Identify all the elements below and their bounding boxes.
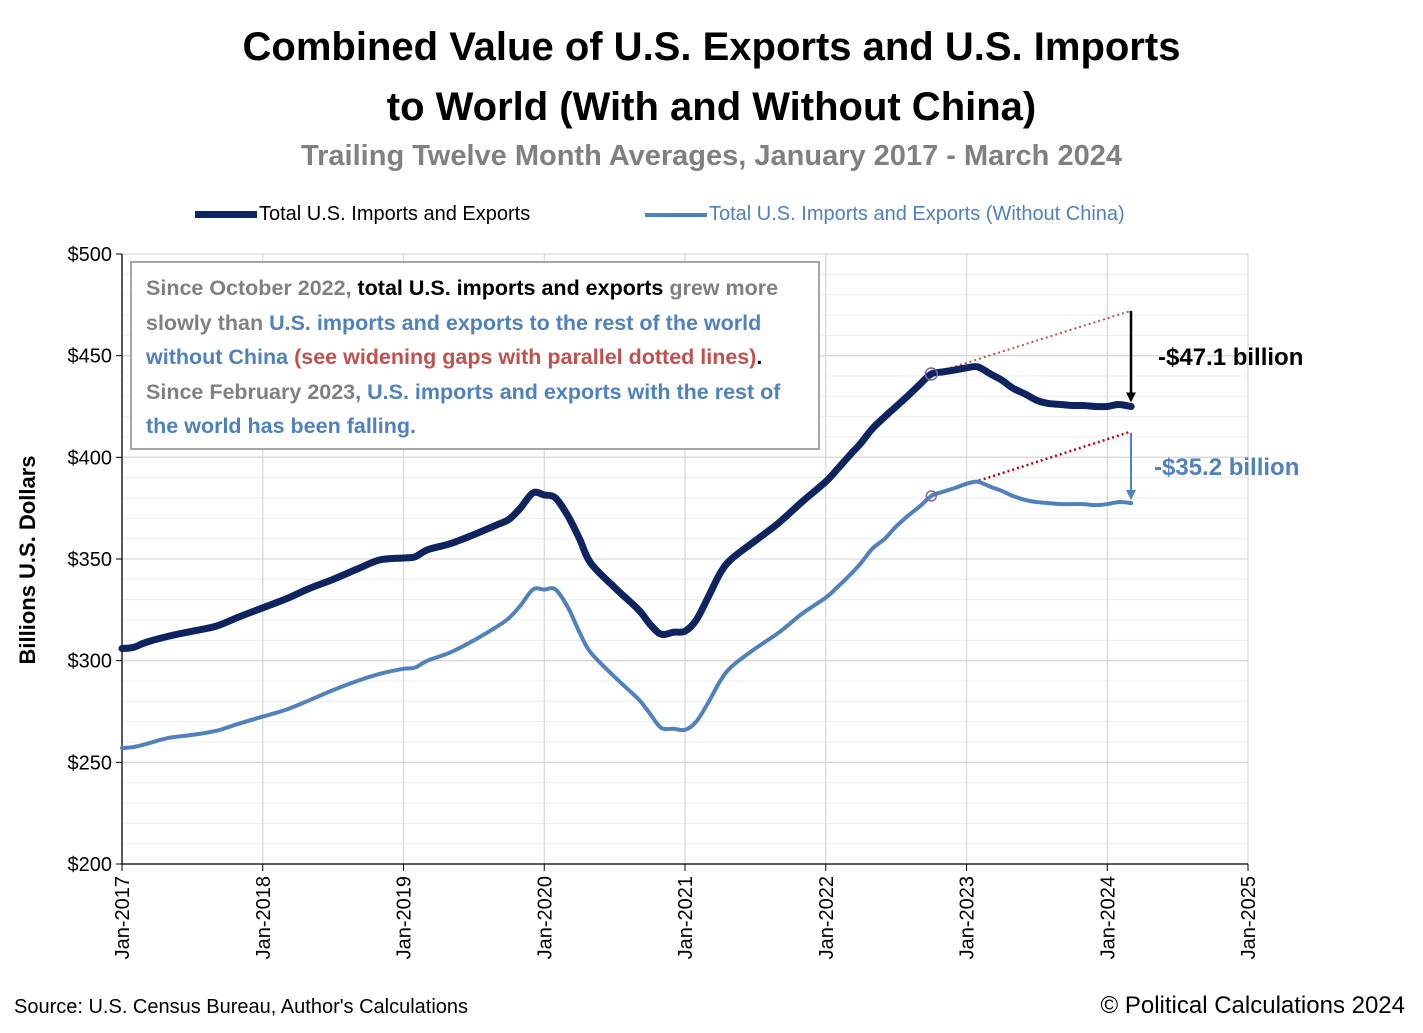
annotation-text-3: grew more slowly than bbox=[146, 276, 779, 335]
x-tick-label: Jan-2019 bbox=[394, 876, 416, 959]
gap-label-total: -$47.1 billion bbox=[1158, 344, 1304, 371]
legend-swatch-total bbox=[195, 211, 257, 219]
chart-title-line2: to World (With and Without China) bbox=[386, 85, 1037, 129]
x-tick-label: Jan-2020 bbox=[534, 876, 556, 959]
legend-label-total: Total U.S. Imports and Exports bbox=[259, 203, 531, 225]
trend-start-marker-without-china bbox=[925, 490, 938, 502]
legend-label-without-china: Total U.S. Imports and Exports (Without … bbox=[709, 203, 1125, 225]
annotation-text-5: (see widening gaps with parallel dotted … bbox=[288, 345, 757, 369]
x-tick-label: Jan-2023 bbox=[957, 876, 979, 959]
annotation-text-8: , U.S. imports and exports with the rest… bbox=[146, 379, 781, 439]
annotation-text-6: . bbox=[756, 345, 763, 369]
copyright-note: © Political Calculations 2024 bbox=[1100, 992, 1405, 1019]
annotation-box: Since October 2022, total U.S. imports a… bbox=[130, 261, 820, 450]
x-tick-label: Jan-2025 bbox=[1238, 876, 1260, 959]
axes: $200 $250 $300 $350 $400 $450 $500 Jan-2017 Jan-… bbox=[68, 244, 1261, 959]
chart-subtitle: Trailing Twelve Month Averages, January … bbox=[301, 140, 1122, 172]
trend-line-total bbox=[931, 309, 1132, 375]
legend-item-total: Total U.S. Imports and Exports bbox=[195, 203, 530, 226]
y-tick-label: $350 bbox=[68, 549, 113, 571]
y-tick-label: $450 bbox=[68, 346, 113, 368]
annotation-text-7: Since February 2023 bbox=[146, 379, 356, 404]
y-tick-label: $200 bbox=[68, 854, 113, 876]
source-note: Source: U.S. Census Bureau, Author's Cal… bbox=[14, 996, 469, 1018]
x-tick-label: Jan-2022 bbox=[816, 876, 838, 959]
x-tick-label: Jan-2021 bbox=[675, 876, 697, 959]
legend-item-without-china: Total U.S. Imports and Exports (Without … bbox=[645, 203, 1125, 226]
series-lines bbox=[118, 363, 1135, 751]
gap-arrows bbox=[924, 310, 1136, 502]
x-tick-label: Jan-2018 bbox=[253, 876, 275, 959]
series-line-without-china bbox=[120, 479, 1134, 751]
chart-title-line1: Combined Value of U.S. Exports and U.S. … bbox=[242, 25, 1181, 69]
y-tick-label: $400 bbox=[68, 447, 113, 469]
x-tick-label: Jan-2017 bbox=[112, 876, 134, 959]
gap-label-without-china: -$35.2 billion bbox=[1154, 454, 1300, 481]
series-line-total bbox=[118, 363, 1135, 652]
y-tick-label: $500 bbox=[68, 244, 113, 266]
y-tick-label: $300 bbox=[68, 651, 113, 673]
legend-swatch-without-china bbox=[645, 212, 707, 217]
annotation-text-4: U.S. imports and exports to the rest of … bbox=[146, 310, 762, 370]
x-tick-label: Jan-2024 bbox=[1097, 876, 1119, 959]
trend-start-marker-total bbox=[924, 367, 939, 381]
annotation-text-1: Since October 2022, bbox=[146, 276, 358, 300]
y-tick-label: $250 bbox=[68, 752, 113, 774]
annotation-text-2: total U.S. imports and exports bbox=[357, 276, 664, 300]
